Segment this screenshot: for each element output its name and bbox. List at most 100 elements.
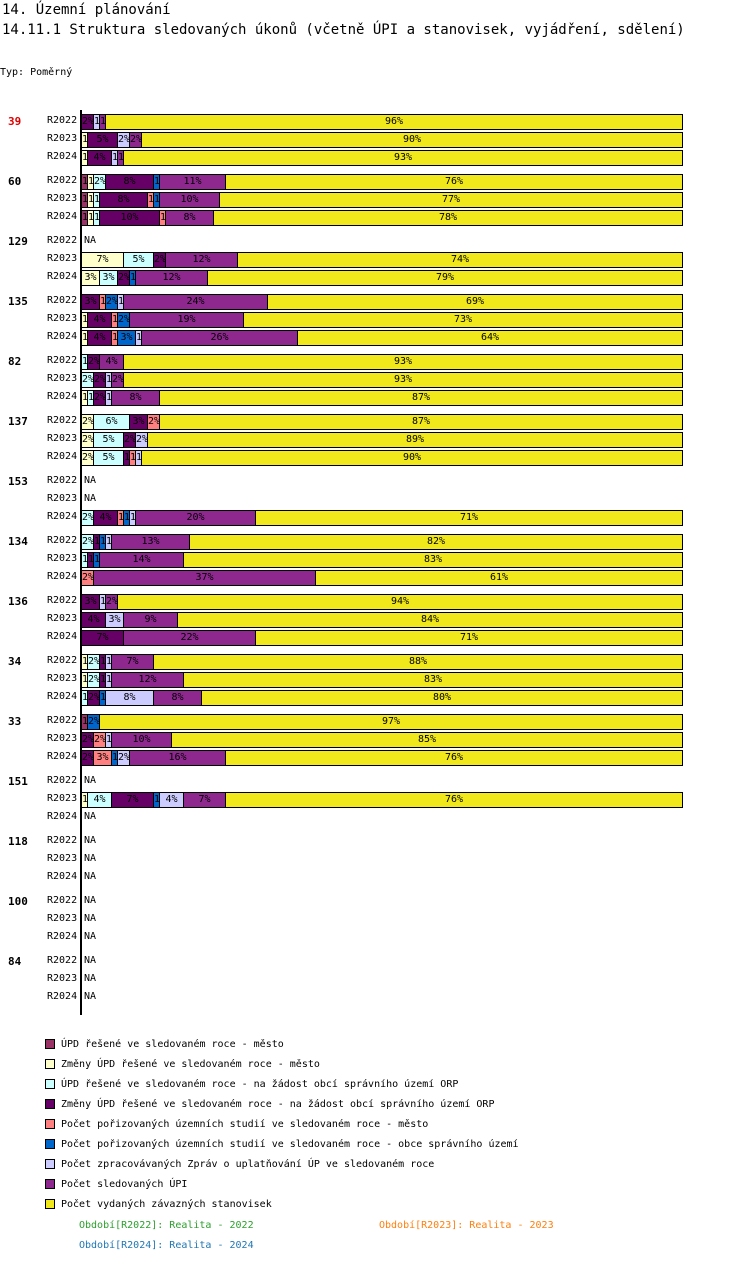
bar-segment: 97% (100, 715, 682, 729)
bar-segment: 1% (82, 715, 88, 729)
bar-segment: 1% (100, 595, 106, 609)
bar-segment: 1% (82, 133, 88, 147)
bar-segment: 2% (94, 733, 106, 747)
bar-segment: 73% (244, 313, 682, 327)
period-label: R2022 (47, 235, 78, 246)
period-label: R2023 (47, 433, 78, 444)
group-label: 118 (8, 835, 28, 848)
bar-segment: 1% (88, 175, 94, 189)
period-label: R2022 (47, 715, 78, 726)
bar-segment: 8% (112, 391, 160, 405)
bar-segment: 1% (94, 535, 100, 549)
group-label: 136 (8, 595, 28, 608)
bar-segment: 10% (160, 193, 220, 207)
bar-segment: 96% (106, 115, 682, 129)
bar-row: 2%3%1%2%16%76% (81, 750, 683, 766)
bar-segment: 13% (112, 535, 190, 549)
bar-segment: 5% (94, 451, 124, 465)
page-heading: 14. Územní plánování (2, 2, 171, 18)
bar-row: 1%2%97% (81, 714, 683, 730)
bar-segment: 2% (154, 253, 166, 267)
period-label: R2022 (47, 775, 78, 786)
bar-segment: 4% (82, 613, 106, 627)
period-legend-item: Období[R2023]: Realita - 2023 (379, 1220, 554, 1231)
bar-segment: 1% (82, 391, 88, 405)
bar-segment: 7% (112, 655, 154, 669)
bar-row: 7% 22% 71% (81, 630, 683, 646)
bar-segment: 5% (88, 133, 118, 147)
bar-segment: 93% (124, 355, 682, 369)
bar-segment: 3% (130, 415, 148, 429)
bar-segment: 1% (88, 553, 94, 567)
bar-segment: 84% (178, 613, 682, 627)
bar-segment: 71% (256, 511, 682, 525)
period-label: R2023 (47, 313, 78, 324)
period-label: R2023 (47, 553, 78, 564)
bar-segment: 85% (172, 733, 682, 747)
legend: ÚPD řešené ve sledovaném roce - město Změ… (45, 1034, 519, 1214)
bar-segment: 2% (88, 355, 100, 369)
bar-segment: 2% (118, 751, 130, 765)
bar-segment: 4% (94, 511, 118, 525)
bar-segment: 1% (94, 553, 100, 567)
bar-row: 3%1%2%94% (81, 594, 683, 610)
period-label: R2024 (47, 391, 78, 402)
bar-segment: 64% (298, 331, 682, 345)
bar-row: 1%2%1%1%12%83% (81, 672, 683, 688)
legend-swatch (45, 1099, 55, 1109)
bar-segment: 1% (136, 331, 142, 345)
period-label: R2024 (47, 271, 78, 282)
bar-row: 1%1%2%1%8%87% (81, 390, 683, 406)
bar-segment: 2% (106, 595, 118, 609)
period-label: R2022 (47, 115, 78, 126)
legend-item: Počet pořizovaných územních studií ve sl… (45, 1114, 519, 1134)
bar-segment: 1% (106, 655, 112, 669)
bar-row: 1%2%1%8%8%80% (81, 690, 683, 706)
group-label: 82 (8, 355, 22, 368)
bar-segment: 87% (160, 391, 682, 405)
period-label: R2023 (47, 253, 78, 264)
bar-segment: 1% (112, 313, 118, 327)
bar-segment: 93% (124, 373, 682, 387)
group-label: 153 (8, 475, 28, 488)
period-label: R2024 (47, 931, 78, 942)
legend-label: Počet pořizovaných územních studií ve sl… (61, 1118, 429, 1130)
bar-segment: 2% (118, 133, 130, 147)
period-label: R2024 (47, 451, 78, 462)
bar-segment: 16% (130, 751, 226, 765)
bar-segment: 3% (82, 295, 100, 309)
bar-segment: 1% (118, 511, 124, 525)
bar-segment: 1% (88, 193, 94, 207)
bar-row: 1%4%1%1%93% (81, 150, 683, 166)
period-label: R2023 (47, 193, 78, 204)
bar-segment: 90% (142, 451, 682, 465)
bar-row: 3%3%2%1%12%79% (81, 270, 683, 286)
bar-segment: 1% (118, 151, 124, 165)
period-label: R2023 (47, 673, 78, 684)
period-label: R2022 (47, 415, 78, 426)
bar-segment: 8% (154, 691, 202, 705)
period-label: R2022 (47, 595, 78, 606)
bar-row: 4% 3% 9% 84% (81, 612, 683, 628)
period-label: R2023 (47, 613, 78, 624)
bar-segment: 1% (82, 313, 88, 327)
bar-segment: 80% (202, 691, 682, 705)
bar-segment: 2% (88, 673, 100, 687)
bar-segment: 94% (118, 595, 682, 609)
bar-segment: 1% (94, 211, 100, 225)
period-label: R2023 (47, 493, 78, 504)
bar-segment: 2% (88, 691, 100, 705)
period-label: R2023 (47, 973, 78, 984)
bar-segment: 4% (88, 151, 112, 165)
na-label: NA (84, 991, 97, 1002)
legend-item: Změny ÚPD řešené ve sledovaném roce - mě… (45, 1054, 519, 1074)
bar-segment: 2% (82, 535, 94, 549)
bar-segment: 4% (88, 313, 112, 327)
period-label: R2024 (47, 151, 78, 162)
bar-segment: 2% (82, 115, 94, 129)
bar-segment: 1% (154, 193, 160, 207)
na-label: NA (84, 811, 97, 822)
bar-segment: 10% (100, 211, 160, 225)
legend-item: Počet sledovaných ÚPI (45, 1174, 519, 1194)
period-label: R2022 (47, 475, 78, 486)
